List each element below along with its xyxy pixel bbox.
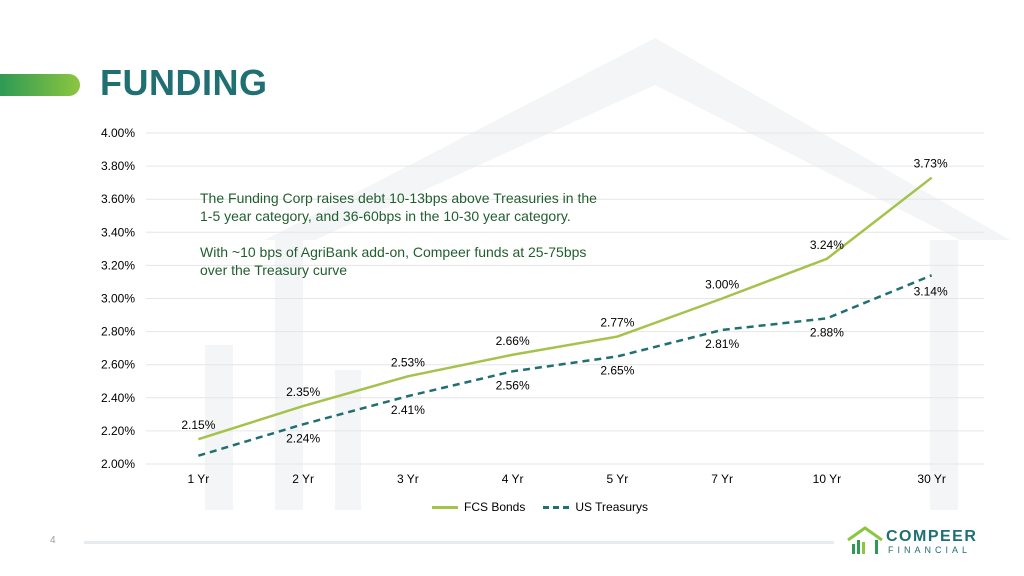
series-line-us-treasurys <box>198 274 933 457</box>
chart-annotation: The Funding Corp raises debt 10-13bps ab… <box>200 189 600 297</box>
data-label: 2.53% <box>391 355 425 369</box>
data-label: 2.24% <box>286 431 320 445</box>
annotation-paragraph-2: With ~10 bps of AgriBank add-on, Compeer… <box>200 244 587 278</box>
x-tick-label: 4 Yr <box>502 472 524 486</box>
x-tick-label: 7 Yr <box>711 472 733 486</box>
data-label: 2.88% <box>810 325 844 339</box>
data-label: 2.35% <box>286 385 320 399</box>
data-label: 2.81% <box>705 337 739 351</box>
data-label: 3.00% <box>705 278 739 292</box>
data-label: 2.77% <box>600 316 634 330</box>
data-label: 2.56% <box>496 378 530 392</box>
y-tick-label: 2.20% <box>101 424 135 438</box>
data-label: 2.41% <box>391 403 425 417</box>
y-tick-label: 3.20% <box>101 258 135 272</box>
y-tick-label: 3.00% <box>101 292 135 306</box>
page-number: 4 <box>50 535 56 546</box>
y-tick-label: 2.80% <box>101 325 135 339</box>
logo-house-icon <box>847 526 883 554</box>
legend-swatch-dashed <box>543 505 570 509</box>
x-tick-label: 10 Yr <box>813 472 841 486</box>
x-tick-label: 30 Yr <box>917 472 945 486</box>
data-label: 2.66% <box>496 334 530 348</box>
page-title: FUNDING <box>100 62 268 103</box>
x-tick-label: 3 Yr <box>397 472 419 486</box>
legend-item-us-treasurys: US Treasurys <box>543 500 648 514</box>
x-tick-label: 5 Yr <box>606 472 628 486</box>
footer-divider <box>84 541 834 544</box>
y-tick-label: 2.00% <box>101 457 135 471</box>
compeer-logo: COMPEER FINANCIAL <box>846 526 986 556</box>
series-line-fcs-bonds <box>197 176 933 441</box>
legend-item-fcs-bonds: FCS Bonds <box>432 500 525 514</box>
legend-label-us-treasurys: US Treasurys <box>575 500 649 514</box>
y-tick-label: 3.80% <box>101 159 135 173</box>
data-label: 3.24% <box>810 238 844 252</box>
data-label: 2.65% <box>600 363 634 377</box>
legend-swatch-solid <box>432 505 458 509</box>
data-label: 2.15% <box>181 418 215 432</box>
y-tick-label: 2.60% <box>101 358 135 372</box>
legend-label-fcs-bonds: FCS Bonds <box>464 500 526 514</box>
annotation-paragraph-1: The Funding Corp raises debt 10-13bps ab… <box>200 190 597 224</box>
y-tick-label: 2.40% <box>101 391 135 405</box>
x-tick-label: 2 Yr <box>292 472 314 486</box>
y-tick-label: 3.60% <box>101 192 135 206</box>
data-label: 3.73% <box>914 157 948 171</box>
y-tick-label: 4.00% <box>101 126 135 140</box>
chart-legend: FCS Bonds US Treasurys <box>432 500 648 514</box>
y-tick-label: 3.40% <box>101 225 135 239</box>
data-label: 3.14% <box>914 284 948 298</box>
logo-name: COMPEER <box>886 528 978 545</box>
logo-subtitle: FINANCIAL <box>888 545 972 555</box>
x-tick-label: 1 Yr <box>187 472 209 486</box>
title-accent-bar <box>0 74 80 96</box>
